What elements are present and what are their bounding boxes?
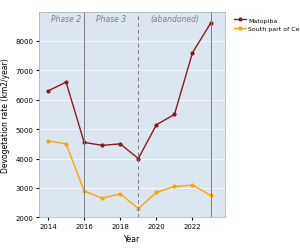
South part of Cerrado <box>82 190 86 193</box>
Line: South part of Cerrado: South part of Cerrado <box>46 140 212 210</box>
Matopiba <box>172 114 176 116</box>
Matopiba <box>100 144 104 147</box>
South part of Cerrado <box>46 140 50 143</box>
South part of Cerrado <box>118 192 122 196</box>
South part of Cerrado <box>191 184 194 187</box>
South part of Cerrado <box>172 185 176 188</box>
Matopiba <box>118 143 122 146</box>
Matopiba <box>46 90 50 93</box>
South part of Cerrado <box>154 191 158 194</box>
South part of Cerrado <box>209 194 212 197</box>
South part of Cerrado <box>136 207 140 210</box>
Matopiba <box>154 124 158 127</box>
Matopiba <box>82 141 86 144</box>
Y-axis label: Devogetation rate (km2/year): Devogetation rate (km2/year) <box>1 58 10 172</box>
Matopiba <box>209 23 212 26</box>
Line: Matopiba: Matopiba <box>46 23 212 160</box>
Text: (abandoned): (abandoned) <box>150 16 199 24</box>
South part of Cerrado <box>100 197 104 200</box>
X-axis label: Year: Year <box>124 234 140 244</box>
South part of Cerrado <box>64 143 68 146</box>
Matopiba <box>64 81 68 84</box>
Text: Phase 3: Phase 3 <box>96 16 126 24</box>
Legend: Matopiba, South part of Cerrado: Matopiba, South part of Cerrado <box>232 16 300 34</box>
Matopiba <box>136 158 140 160</box>
Text: Phase 2: Phase 2 <box>51 16 81 24</box>
Matopiba <box>191 52 194 55</box>
